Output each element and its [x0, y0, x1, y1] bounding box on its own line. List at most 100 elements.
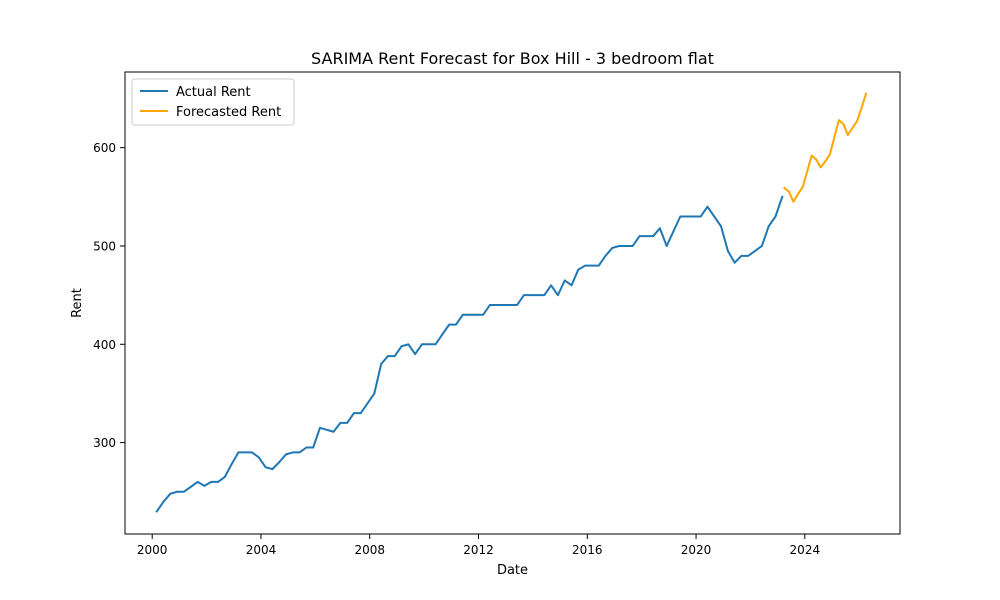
- data-point: [346, 422, 348, 424]
- data-point: [251, 451, 253, 454]
- data-point: [502, 304, 505, 306]
- data-point: [783, 187, 786, 189]
- data-point: [679, 215, 682, 218]
- data-point: [659, 227, 661, 230]
- data-point: [461, 313, 464, 316]
- data-point: [536, 294, 539, 296]
- plot-frame: [124, 71, 901, 535]
- data-point: [706, 205, 709, 208]
- data-point: [713, 215, 716, 218]
- data-point: [797, 193, 799, 195]
- data-point: [604, 255, 607, 257]
- data-point: [686, 215, 688, 218]
- y-tick-label: 500: [93, 239, 116, 253]
- data-point: [761, 245, 763, 247]
- data-point: [489, 304, 491, 306]
- y-axis-label: Rent: [70, 288, 85, 318]
- data-point: [332, 430, 335, 433]
- x-tick-label: 2004: [246, 543, 277, 557]
- x-tick-label: 2024: [790, 543, 821, 557]
- legend-label-actual-rent: Actual Rent: [176, 85, 251, 100]
- data-point: [584, 264, 586, 267]
- data-point: [482, 313, 484, 316]
- data-point: [618, 245, 620, 247]
- data-point: [183, 490, 185, 493]
- data-point: [577, 268, 580, 271]
- data-point: [638, 235, 641, 237]
- data-point: [806, 171, 808, 174]
- series-points-actual-rent: [156, 196, 784, 513]
- data-point: [570, 284, 573, 287]
- data-point: [162, 500, 165, 503]
- data-point: [400, 345, 403, 348]
- data-point: [387, 355, 389, 357]
- data-point: [441, 333, 444, 336]
- data-point: [257, 456, 260, 459]
- data-point: [230, 463, 233, 466]
- data-point: [833, 137, 835, 139]
- data-point: [842, 123, 845, 125]
- x-tick-label: 2008: [354, 543, 385, 557]
- x-axis: 2000 2004 2008 2012 2016 2020 2024: [137, 534, 820, 557]
- data-point: [169, 492, 172, 495]
- data-point: [380, 363, 382, 365]
- y-tick-label: 600: [93, 141, 116, 155]
- legend-label-forecasted-rent: Forecasted Rent: [176, 105, 281, 120]
- data-point: [298, 451, 301, 454]
- data-point: [631, 245, 634, 247]
- data-point: [448, 323, 450, 326]
- data-point: [774, 215, 777, 218]
- y-tick-label: 300: [93, 436, 116, 450]
- y-axis: 300 400 500 600: [93, 141, 125, 450]
- data-point: [455, 323, 457, 326]
- data-point: [421, 343, 423, 346]
- data-point: [727, 250, 729, 252]
- data-point: [509, 304, 512, 306]
- data-point: [223, 476, 226, 478]
- data-point: [591, 264, 593, 267]
- x-axis-label: Date: [497, 563, 528, 578]
- data-point: [693, 215, 695, 218]
- data-point: [720, 225, 722, 228]
- data-point: [353, 412, 355, 414]
- data-point: [645, 235, 648, 237]
- data-point: [237, 451, 240, 454]
- series-points-forecasted-rent: [783, 92, 867, 203]
- data-point: [271, 468, 274, 470]
- data-point: [217, 481, 219, 483]
- data-point: [434, 343, 437, 346]
- data-point: [244, 451, 246, 454]
- data-point: [838, 119, 840, 121]
- data-point: [285, 453, 287, 456]
- data-point: [516, 304, 518, 306]
- data-point: [407, 343, 410, 346]
- data-point: [156, 510, 158, 513]
- data-point: [563, 279, 566, 282]
- legend-box: [131, 78, 295, 126]
- data-point: [801, 186, 804, 188]
- x-tick-label: 2000: [137, 543, 168, 557]
- data-point: [846, 134, 849, 136]
- data-point: [824, 160, 827, 163]
- chart-title: SARIMA Rent Forecast for Box Hill - 3 be…: [311, 49, 714, 68]
- data-point: [810, 154, 813, 157]
- data-point: [860, 107, 863, 110]
- data-point: [625, 245, 627, 247]
- data-point: [557, 294, 559, 296]
- data-point: [495, 304, 498, 306]
- data-point: [190, 486, 192, 488]
- data-point: [319, 427, 321, 429]
- data-point: [865, 92, 867, 95]
- data-point: [788, 191, 790, 193]
- data-point: [373, 392, 376, 395]
- data-point: [414, 353, 416, 355]
- y-tick-label: 400: [93, 338, 116, 352]
- x-tick-label: 2020: [681, 543, 712, 557]
- x-tick-label: 2012: [463, 543, 494, 557]
- data-point: [366, 402, 369, 405]
- data-point: [475, 313, 478, 316]
- data-point: [767, 225, 770, 228]
- data-point: [325, 429, 328, 431]
- data-point: [699, 215, 702, 218]
